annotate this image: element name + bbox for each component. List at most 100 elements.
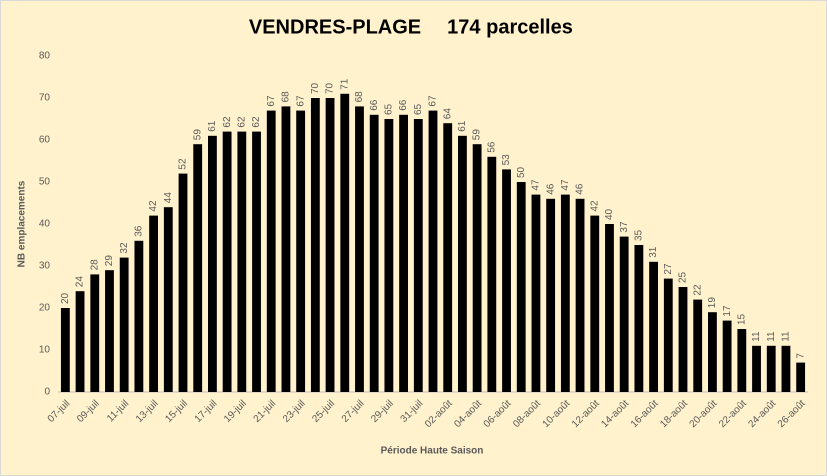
y-tick-label: 20 bbox=[39, 303, 51, 314]
bar bbox=[296, 110, 306, 392]
x-tick-label: 02-août bbox=[423, 398, 455, 430]
data-label: 42 bbox=[589, 200, 600, 212]
data-label: 46 bbox=[575, 183, 586, 195]
bar bbox=[355, 106, 364, 393]
x-tick-label: 18-août bbox=[658, 398, 690, 430]
bar bbox=[105, 270, 114, 392]
bar bbox=[546, 198, 556, 392]
bar bbox=[208, 135, 217, 393]
bar bbox=[443, 123, 453, 392]
data-label: 25 bbox=[678, 271, 689, 283]
data-label: 62 bbox=[236, 116, 247, 128]
x-tick-label: 04-août bbox=[452, 398, 484, 430]
bar bbox=[693, 299, 703, 392]
bar bbox=[178, 173, 188, 392]
x-tick-label: 14-août bbox=[599, 398, 631, 430]
x-tick-label: 26-août bbox=[776, 398, 808, 430]
data-label: 64 bbox=[442, 108, 453, 120]
bar bbox=[222, 131, 232, 392]
bar bbox=[619, 236, 629, 392]
data-label: 62 bbox=[251, 116, 262, 128]
bar bbox=[252, 131, 261, 392]
data-label: 19 bbox=[707, 297, 718, 309]
data-label: 68 bbox=[281, 91, 292, 103]
data-label: 62 bbox=[222, 116, 233, 128]
bar bbox=[75, 291, 85, 392]
y-tick-label: 80 bbox=[39, 51, 51, 62]
data-label: 11 bbox=[781, 331, 792, 342]
x-tick-label: 06-août bbox=[482, 398, 514, 430]
data-label: 20 bbox=[60, 292, 71, 304]
x-tick-label: 16-août bbox=[629, 398, 661, 430]
data-label: 66 bbox=[369, 99, 380, 111]
bar bbox=[575, 198, 585, 392]
bar bbox=[340, 93, 350, 393]
data-label: 37 bbox=[619, 221, 630, 233]
data-label: 17 bbox=[722, 305, 733, 317]
bar bbox=[605, 224, 614, 392]
bar bbox=[590, 215, 600, 392]
data-label: 61 bbox=[207, 120, 218, 132]
data-label: 47 bbox=[531, 179, 542, 191]
x-tick-label: 12-août bbox=[570, 398, 602, 430]
x-tick-label: 11-juil bbox=[105, 398, 131, 424]
bar bbox=[560, 194, 570, 392]
data-label: 61 bbox=[457, 120, 468, 132]
bar bbox=[384, 119, 394, 392]
bar bbox=[163, 207, 173, 392]
bar bbox=[310, 98, 320, 392]
data-label: 36 bbox=[134, 225, 145, 237]
data-label: 53 bbox=[501, 154, 512, 166]
bar bbox=[428, 110, 438, 392]
bar bbox=[369, 114, 379, 393]
data-label: 50 bbox=[516, 166, 527, 178]
x-tick-label: 17-juil bbox=[193, 398, 220, 425]
bar bbox=[531, 194, 541, 392]
y-tick-label: 60 bbox=[39, 135, 51, 146]
bar bbox=[237, 131, 247, 392]
bar bbox=[413, 119, 423, 392]
bar bbox=[119, 257, 129, 392]
data-label: 11 bbox=[751, 331, 762, 342]
data-label: 67 bbox=[428, 95, 439, 107]
bar bbox=[678, 287, 688, 392]
x-tick-label: 07-juil bbox=[46, 398, 73, 425]
data-label: 59 bbox=[192, 129, 203, 141]
x-tick-label: 31-juil bbox=[399, 398, 426, 425]
chart-title: VENDRES-PLAGE bbox=[249, 16, 421, 38]
data-label: 71 bbox=[339, 78, 350, 90]
y-axis-label: NB emplacements bbox=[17, 180, 28, 267]
bar bbox=[663, 278, 673, 392]
x-tick-label: 10-août bbox=[541, 398, 573, 430]
data-label: 68 bbox=[354, 91, 365, 103]
data-label: 47 bbox=[560, 179, 571, 191]
data-label: 22 bbox=[692, 284, 703, 296]
data-label: 65 bbox=[384, 103, 395, 115]
bar bbox=[487, 156, 497, 392]
data-label: 28 bbox=[89, 259, 100, 271]
data-label: 56 bbox=[486, 141, 497, 153]
data-label: 32 bbox=[119, 242, 130, 254]
data-label: 42 bbox=[148, 200, 159, 212]
data-label: 15 bbox=[736, 313, 747, 325]
x-tick-label: 20-août bbox=[688, 398, 720, 430]
bar bbox=[266, 110, 276, 392]
y-tick-label: 50 bbox=[39, 177, 51, 188]
x-tick-label: 08-août bbox=[511, 398, 543, 430]
data-label: 52 bbox=[178, 158, 189, 170]
bar bbox=[134, 240, 144, 392]
data-label: 70 bbox=[310, 82, 321, 94]
x-tick-label: 09-juil bbox=[75, 398, 102, 425]
chart-subtitle: 174 parcelles bbox=[447, 16, 573, 38]
bar bbox=[737, 329, 747, 392]
y-tick-label: 30 bbox=[39, 261, 51, 272]
x-tick-label: 22-août bbox=[717, 398, 749, 430]
data-label: 44 bbox=[163, 192, 174, 204]
data-label: 70 bbox=[325, 82, 336, 94]
data-label: 31 bbox=[648, 246, 659, 258]
x-axis-label: Période Haute Saison bbox=[381, 446, 484, 457]
data-label: 24 bbox=[75, 276, 86, 288]
y-tick-label: 0 bbox=[44, 387, 50, 398]
bar bbox=[634, 245, 644, 392]
